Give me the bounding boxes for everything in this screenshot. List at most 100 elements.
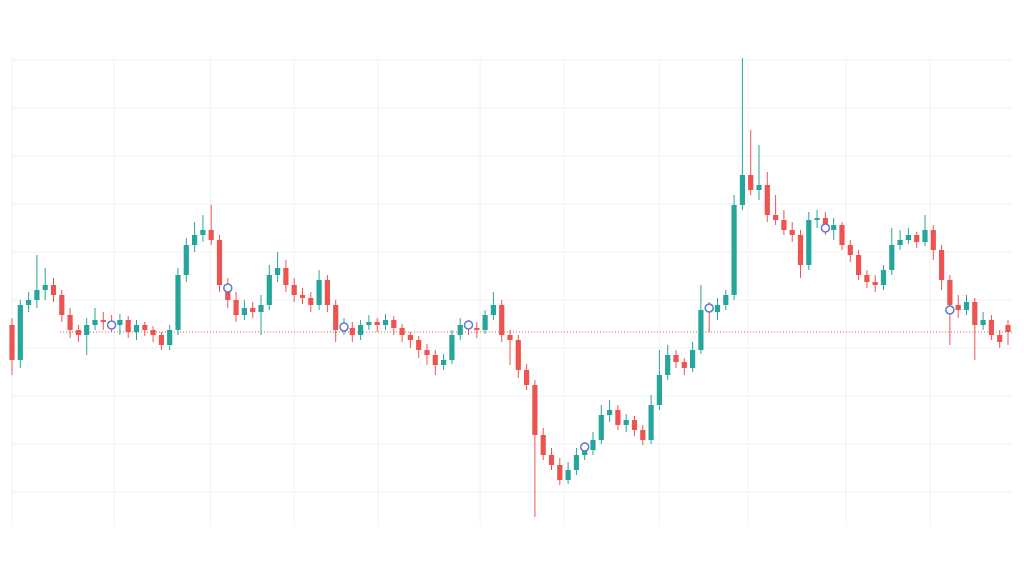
candle-body xyxy=(117,320,123,325)
candle-body xyxy=(540,435,546,455)
candle-body xyxy=(955,305,961,310)
candle-body xyxy=(183,245,189,275)
candle-body xyxy=(598,415,604,440)
marker xyxy=(106,320,117,330)
candle-body xyxy=(615,410,621,425)
candle-body xyxy=(1005,325,1011,332)
candle-body xyxy=(797,235,804,265)
candle-body xyxy=(457,325,463,335)
candle-body xyxy=(432,355,438,365)
candle-body xyxy=(963,302,970,310)
candle-body xyxy=(507,335,513,340)
candle-body xyxy=(905,235,911,240)
candle-body xyxy=(424,350,430,355)
candle-body xyxy=(573,455,579,470)
candle-body xyxy=(648,405,654,440)
candle-body xyxy=(806,220,812,265)
candle-body xyxy=(756,185,762,190)
candle-body xyxy=(158,335,164,345)
candle-body xyxy=(233,300,239,315)
candle-body xyxy=(150,330,156,335)
candle-body xyxy=(482,315,488,330)
candle-body xyxy=(623,420,629,425)
candle-body xyxy=(656,375,662,405)
candle-body xyxy=(947,280,953,305)
candle-body xyxy=(739,175,745,205)
candle-body xyxy=(175,275,181,330)
candle-body xyxy=(914,235,920,242)
candle-body xyxy=(831,225,837,230)
candle-body xyxy=(133,325,140,332)
candle-body xyxy=(490,305,496,315)
candle-body xyxy=(366,322,372,325)
candle-body xyxy=(698,310,704,350)
candle-body xyxy=(399,328,405,335)
candle-body xyxy=(557,465,563,480)
candle-body xyxy=(333,305,339,330)
candle-body xyxy=(773,215,779,220)
candle-body xyxy=(565,470,571,480)
candle-body xyxy=(275,268,281,275)
candle-body xyxy=(748,175,754,190)
candle-body xyxy=(299,295,306,298)
candle-body xyxy=(582,450,588,455)
candle-body xyxy=(42,285,48,290)
candle-body xyxy=(474,328,480,330)
marker xyxy=(945,305,955,315)
candle-body xyxy=(449,335,455,360)
candle-body xyxy=(34,290,40,300)
candle-body xyxy=(781,220,787,230)
candle-body xyxy=(67,315,73,330)
candle-body xyxy=(26,300,32,305)
candle-body xyxy=(532,385,538,435)
candle-body xyxy=(607,410,613,415)
candle-body xyxy=(407,335,413,340)
candle-body xyxy=(241,308,247,315)
candle-body xyxy=(258,305,264,312)
candle-body xyxy=(988,320,994,335)
marker xyxy=(339,322,349,332)
candle-body xyxy=(681,362,687,368)
candle-body xyxy=(548,455,555,465)
candle-body xyxy=(789,230,795,235)
candle-body xyxy=(291,285,297,295)
candle-body xyxy=(997,335,1003,342)
candle-body xyxy=(374,322,380,325)
candle-body xyxy=(731,205,737,295)
candle-body xyxy=(515,340,521,370)
candle-body xyxy=(839,225,845,245)
candle-body xyxy=(59,295,65,315)
candle-body xyxy=(75,330,81,335)
candle-body xyxy=(972,302,978,325)
candle-body xyxy=(723,295,729,305)
candle-body xyxy=(208,230,214,240)
candle-body xyxy=(764,185,770,215)
marker xyxy=(704,303,714,313)
candle-body xyxy=(167,330,173,345)
candle-body xyxy=(939,250,945,280)
candle-body xyxy=(192,235,198,245)
candle-body xyxy=(872,282,878,285)
candle-body xyxy=(922,230,928,242)
candle-body xyxy=(9,325,15,360)
candle-body xyxy=(441,360,447,365)
candle-body xyxy=(524,370,530,385)
candle-body xyxy=(930,230,936,250)
candle-body xyxy=(847,245,853,255)
candle-body xyxy=(856,255,862,275)
candle-body xyxy=(714,305,721,312)
candle-body xyxy=(889,245,895,270)
candle-body xyxy=(216,240,223,285)
candle-body xyxy=(125,320,131,332)
marker xyxy=(223,283,233,293)
candle-body xyxy=(283,268,289,285)
candle-body xyxy=(324,280,330,305)
candle-body xyxy=(980,320,986,325)
candle-body xyxy=(416,340,422,350)
candle-body xyxy=(50,285,57,295)
candle-body xyxy=(814,218,820,220)
candle-body xyxy=(631,420,638,430)
candle-body xyxy=(358,325,364,335)
candle-body xyxy=(897,240,903,245)
